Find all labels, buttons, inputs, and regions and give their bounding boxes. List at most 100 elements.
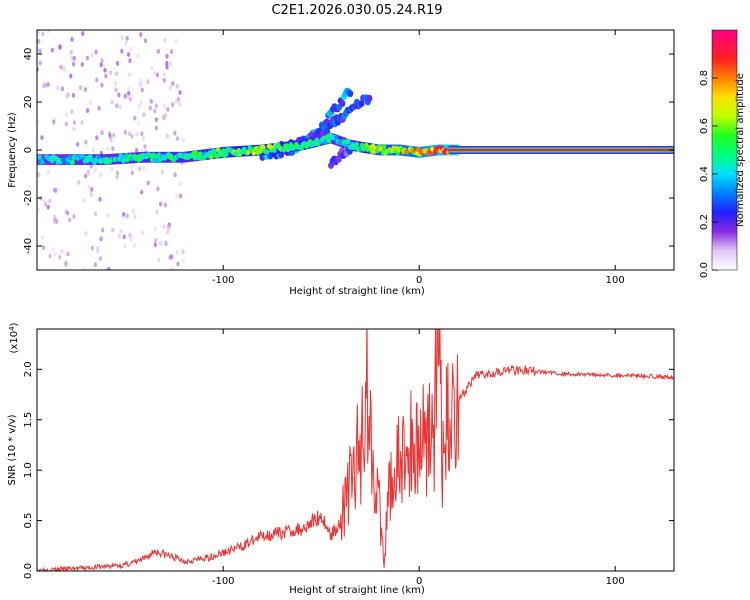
- noise-speckle: [117, 92, 121, 98]
- noise-speckle: [140, 189, 144, 195]
- x-tick-label: -100: [212, 275, 235, 286]
- noise-speckle: [60, 248, 64, 254]
- noise-speckle: [72, 120, 77, 126]
- noise-speckle: [52, 187, 56, 193]
- y-tick-label: 0.5: [23, 513, 34, 529]
- main-trace-cell: [121, 158, 126, 164]
- snr-series-line: [37, 329, 674, 571]
- noise-speckle: [175, 250, 179, 255]
- colorbar: 0.0 0.2 0.4 0.6 0.8 Normalized spectral ampl…: [699, 29, 746, 278]
- noise-speckle: [127, 86, 131, 92]
- noise-speckle: [87, 184, 91, 190]
- noise-speckle: [108, 131, 112, 137]
- noise-speckle: [86, 172, 90, 177]
- snr-plot-area: [37, 329, 674, 571]
- noise-speckle: [51, 247, 55, 253]
- noise-speckle: [153, 108, 157, 114]
- noise-speckle: [106, 213, 110, 218]
- noise-speckle: [109, 70, 113, 75]
- noise-speckle: [181, 137, 185, 143]
- noise-speckle: [53, 218, 57, 224]
- colorbar-tick-label: 0.6: [699, 118, 710, 134]
- noise-speckle: [70, 37, 74, 42]
- noise-speckle: [41, 31, 45, 37]
- noise-speckle: [110, 99, 114, 105]
- noise-speckle: [85, 55, 89, 61]
- noise-speckle: [111, 227, 115, 233]
- noise-speckle: [128, 131, 132, 137]
- snr-frame: [36, 328, 675, 572]
- snr-panel: -100 0 100 0.0 0.5 1.0 1.5 2.0 Height of strai…: [7, 322, 675, 596]
- noise-speckle: [154, 117, 158, 122]
- noise-speckle: [123, 129, 127, 135]
- noise-speckle: [138, 82, 142, 88]
- y-tick-label: 20: [23, 96, 34, 109]
- noise-speckle: [132, 243, 136, 248]
- noise-speckle: [178, 90, 182, 95]
- snr-y-axis-label: SNR (10 * v/v): [7, 414, 18, 485]
- noise-speckle: [38, 60, 42, 66]
- noise-speckle: [175, 194, 179, 199]
- noise-speckle: [115, 103, 119, 109]
- noise-speckle: [170, 254, 174, 260]
- noise-speckle: [181, 249, 185, 255]
- noise-speckle: [37, 30, 41, 34]
- noise-speckle: [95, 248, 100, 254]
- noise-speckle: [125, 213, 129, 219]
- noise-speckle: [129, 46, 133, 52]
- noise-speckle: [130, 134, 134, 139]
- snr-y-ticks: 0.0 0.5 1.0 1.5 2.0: [23, 361, 674, 579]
- noise-speckle: [76, 141, 80, 147]
- colorbar-tick-label: 0.8: [699, 70, 710, 86]
- noise-speckle: [93, 262, 97, 268]
- noise-speckle: [162, 72, 166, 78]
- snr-x-axis-label: Height of straight line (km): [289, 585, 425, 596]
- noise-speckle: [95, 77, 99, 83]
- noise-speckle: [143, 38, 148, 44]
- noise-speckle: [93, 211, 98, 217]
- y-tick-label: 0.0: [23, 563, 34, 579]
- y-tick-label: 2.0: [23, 361, 34, 377]
- noise-speckle: [90, 187, 94, 192]
- noise-speckle: [37, 208, 41, 213]
- noise-speckle: [64, 209, 68, 215]
- noise-speckle: [154, 103, 158, 109]
- noise-speckle: [85, 108, 90, 113]
- main-trace-cell: [281, 147, 287, 153]
- noise-speckle: [111, 146, 115, 152]
- noise-speckle: [48, 253, 52, 259]
- noise-speckle: [99, 62, 103, 68]
- noise-speckle: [153, 226, 157, 232]
- x-tick-label: 0: [416, 275, 422, 286]
- noise-speckle: [41, 83, 46, 89]
- colorbar-gradient: [711, 29, 738, 271]
- noise-speckle: [155, 209, 159, 215]
- main-trace-cell: [67, 154, 73, 161]
- noise-speckle: [127, 72, 132, 78]
- noise-speckle: [103, 67, 107, 73]
- noise-speckle: [121, 212, 126, 217]
- noise-speckle: [162, 77, 166, 83]
- noise-speckle: [81, 266, 85, 270]
- secondary-trace-cell: [358, 99, 365, 107]
- noise-speckle: [171, 102, 175, 108]
- noise-speckle: [165, 53, 169, 59]
- noise-speckle: [153, 242, 157, 248]
- spectrogram-panel: -100 0 100 -40 -20 0 20 40 Height of straight …: [7, 29, 675, 297]
- noise-speckle: [120, 35, 124, 41]
- noise-speckle: [166, 223, 171, 229]
- noise-speckle: [46, 169, 51, 175]
- noise-speckle: [165, 64, 169, 70]
- noise-speckle: [58, 44, 62, 50]
- noise-speckle: [148, 105, 152, 111]
- main-trace-cell: [37, 154, 42, 160]
- noise-speckle: [110, 166, 114, 172]
- noise-speckle: [104, 73, 108, 79]
- noise-speckle: [141, 136, 145, 142]
- noise-speckle: [165, 60, 169, 66]
- noise-speckle: [40, 135, 44, 141]
- spectrogram-x-axis-label: Height of straight line (km): [289, 286, 425, 297]
- noise-speckle: [112, 132, 116, 138]
- noise-speckle: [58, 254, 62, 260]
- noise-speckle: [40, 234, 45, 240]
